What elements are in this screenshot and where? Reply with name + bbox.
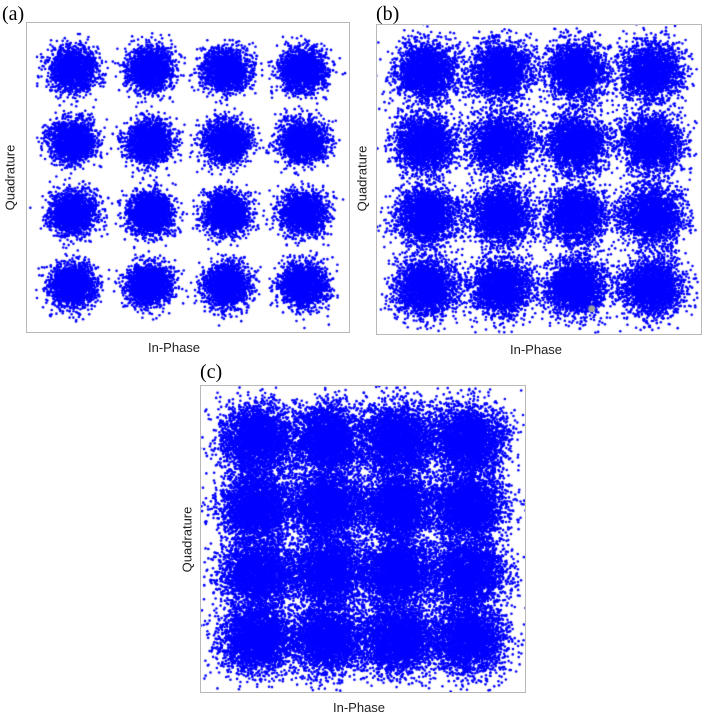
ylabel-c: Quadrature	[179, 506, 195, 573]
scatter-plot-c	[200, 385, 526, 693]
scatter-points-a	[27, 23, 349, 332]
xlabel-c: In-Phase	[333, 700, 386, 715]
scatter-plot-b	[376, 24, 702, 335]
ylabel-a: Quadrature	[2, 144, 18, 211]
ylabel-b: Quadrature	[354, 145, 370, 212]
panel-letter-a: (a)	[2, 3, 25, 25]
scatter-points-c	[201, 386, 525, 692]
scatter-plot-a	[26, 22, 350, 333]
xlabel-b: In-Phase	[510, 342, 563, 357]
panel-letter-c: (c)	[200, 361, 223, 383]
scatter-points-b	[377, 25, 701, 334]
panel-letter-b: (b)	[376, 3, 400, 25]
xlabel-a: In-Phase	[148, 340, 201, 355]
